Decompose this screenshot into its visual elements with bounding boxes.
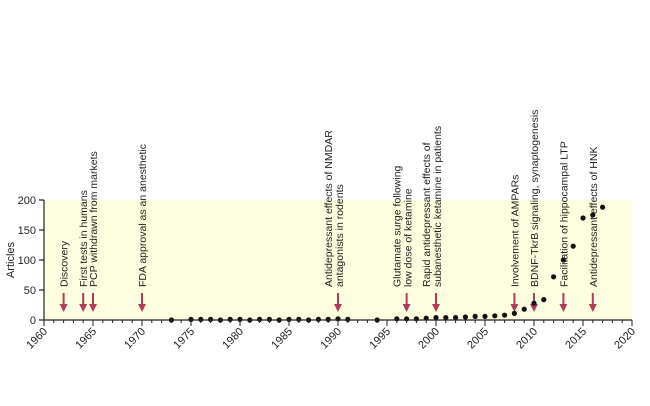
annotation-arrow-head <box>334 304 342 312</box>
annotation-arrow-head <box>530 304 538 312</box>
annotation: Involvement of AMPARs <box>509 175 521 312</box>
data-point <box>600 204 606 210</box>
data-point <box>521 306 527 312</box>
annotation-label: PCP withdrawn from markets <box>88 151 100 287</box>
annotation: BDNF-TkrB signaling, synaptogenesis <box>529 110 541 312</box>
annotation-label: Antidepressant effects of NMDARantagonis… <box>323 130 346 287</box>
annotation: Discovery <box>59 240 71 312</box>
y-tick-label: 50 <box>24 285 36 297</box>
annotation-label: Discovery <box>59 240 71 287</box>
data-point <box>590 212 596 218</box>
annotation-line: low dose of ketamine <box>403 188 415 287</box>
x-tick-label: 1965 <box>73 326 99 352</box>
annotation: Antidepressant effects of HNK <box>588 147 600 312</box>
annotation-arrow-head <box>59 304 68 312</box>
annotation-label: FDA approval as an anesthetic <box>137 144 149 287</box>
annotation: FDA approval as an anesthetic <box>137 144 149 312</box>
annotation-line: Rapid antidepressant effects of <box>421 142 433 287</box>
data-point <box>502 312 508 318</box>
data-point <box>472 313 478 319</box>
data-point <box>482 313 488 319</box>
x-tick-label: 1975 <box>171 326 197 352</box>
annotation: First tests in humans <box>78 190 90 312</box>
annotation-label: BDNF-TkrB signaling, synaptogenesis <box>529 110 541 287</box>
data-point <box>560 257 567 263</box>
annotation-label: First tests in humans <box>78 190 90 287</box>
annotation-line: Discovery <box>59 240 71 287</box>
annotation-line: PCP withdrawn from markets <box>88 151 100 287</box>
data-point <box>462 314 468 320</box>
annotation-label: Glutamate surge followinglow dose of ket… <box>392 165 415 287</box>
annotation-line: Facilitation of hippocampal LTP <box>558 141 570 287</box>
data-point <box>492 313 498 319</box>
x-tick-label: 1995 <box>367 326 393 352</box>
annotation-label: Facilitation of hippocampal LTP <box>558 141 570 287</box>
annotation-line: Glutamate surge following <box>392 165 404 287</box>
y-tick-label: 200 <box>18 195 36 207</box>
data-point <box>531 300 537 306</box>
x-tick-label: 2020 <box>612 326 638 352</box>
annotation: Rapid antidepressant effects ofsubanesth… <box>421 126 444 312</box>
annotation-line: Antidepressant effects of NMDAR <box>323 130 335 287</box>
annotation-arrow-head <box>402 304 411 312</box>
data-point <box>580 215 586 221</box>
y-axis: 0 50 100 150 200 <box>18 195 45 327</box>
annotation-line: Involvement of AMPARs <box>509 175 521 287</box>
x-axis: 1960 1965 1970 1975 1980 1985 1990 1995 2000 2005… <box>24 319 638 352</box>
annotation: Facilitation of hippocampal LTP <box>558 141 570 312</box>
y-axis-label: Articles <box>5 241 17 278</box>
data-point <box>453 315 459 321</box>
x-tick-label: 1985 <box>269 326 295 352</box>
annotation-arrow-head <box>138 304 146 312</box>
x-tick-label: 2015 <box>563 326 589 352</box>
annotation-label: Rapid antidepressant effects ofsubanesth… <box>421 126 444 287</box>
data-point <box>551 274 557 280</box>
annotation-arrow-head <box>559 304 568 312</box>
data-point <box>443 315 449 321</box>
annotation: Antidepressant effects of NMDARantagonis… <box>323 130 346 312</box>
y-tick-label: 150 <box>18 225 36 237</box>
annotation-arrow-head <box>79 304 88 312</box>
data-point <box>511 310 517 316</box>
x-tick-label: 1970 <box>122 326 148 352</box>
annotation-label: Involvement of AMPARs <box>509 175 521 287</box>
data-point <box>433 315 439 321</box>
x-tick-label: 2010 <box>514 326 540 352</box>
annotation-arrow-head <box>89 304 97 312</box>
annotation-arrow-head <box>588 304 597 312</box>
data-point <box>570 243 576 249</box>
x-tick-label: 1990 <box>318 326 344 352</box>
x-tick-label: 2005 <box>465 326 491 352</box>
annotation-line: subanesthetic ketamine in patients <box>432 126 444 287</box>
annotation: PCP withdrawn from markets <box>88 151 100 312</box>
annotation: Glutamate surge followinglow dose of ket… <box>392 165 415 312</box>
annotation-line: antagonists in rodents <box>334 184 346 287</box>
annotation-arrow-head <box>510 304 519 312</box>
x-tick-label: 2000 <box>416 326 442 352</box>
annotation-line: FDA approval as an anesthetic <box>137 144 149 287</box>
x-tick-label: 1960 <box>24 326 50 352</box>
y-tick-label: 0 <box>30 315 36 327</box>
annotation-line: BDNF-TkrB signaling, synaptogenesis <box>529 110 541 287</box>
annotation-arrow-head <box>432 304 440 312</box>
y-tick-label: 100 <box>18 255 36 267</box>
x-tick-label: 1980 <box>220 326 246 352</box>
data-point <box>541 297 547 303</box>
annotation-line: First tests in humans <box>78 190 90 287</box>
